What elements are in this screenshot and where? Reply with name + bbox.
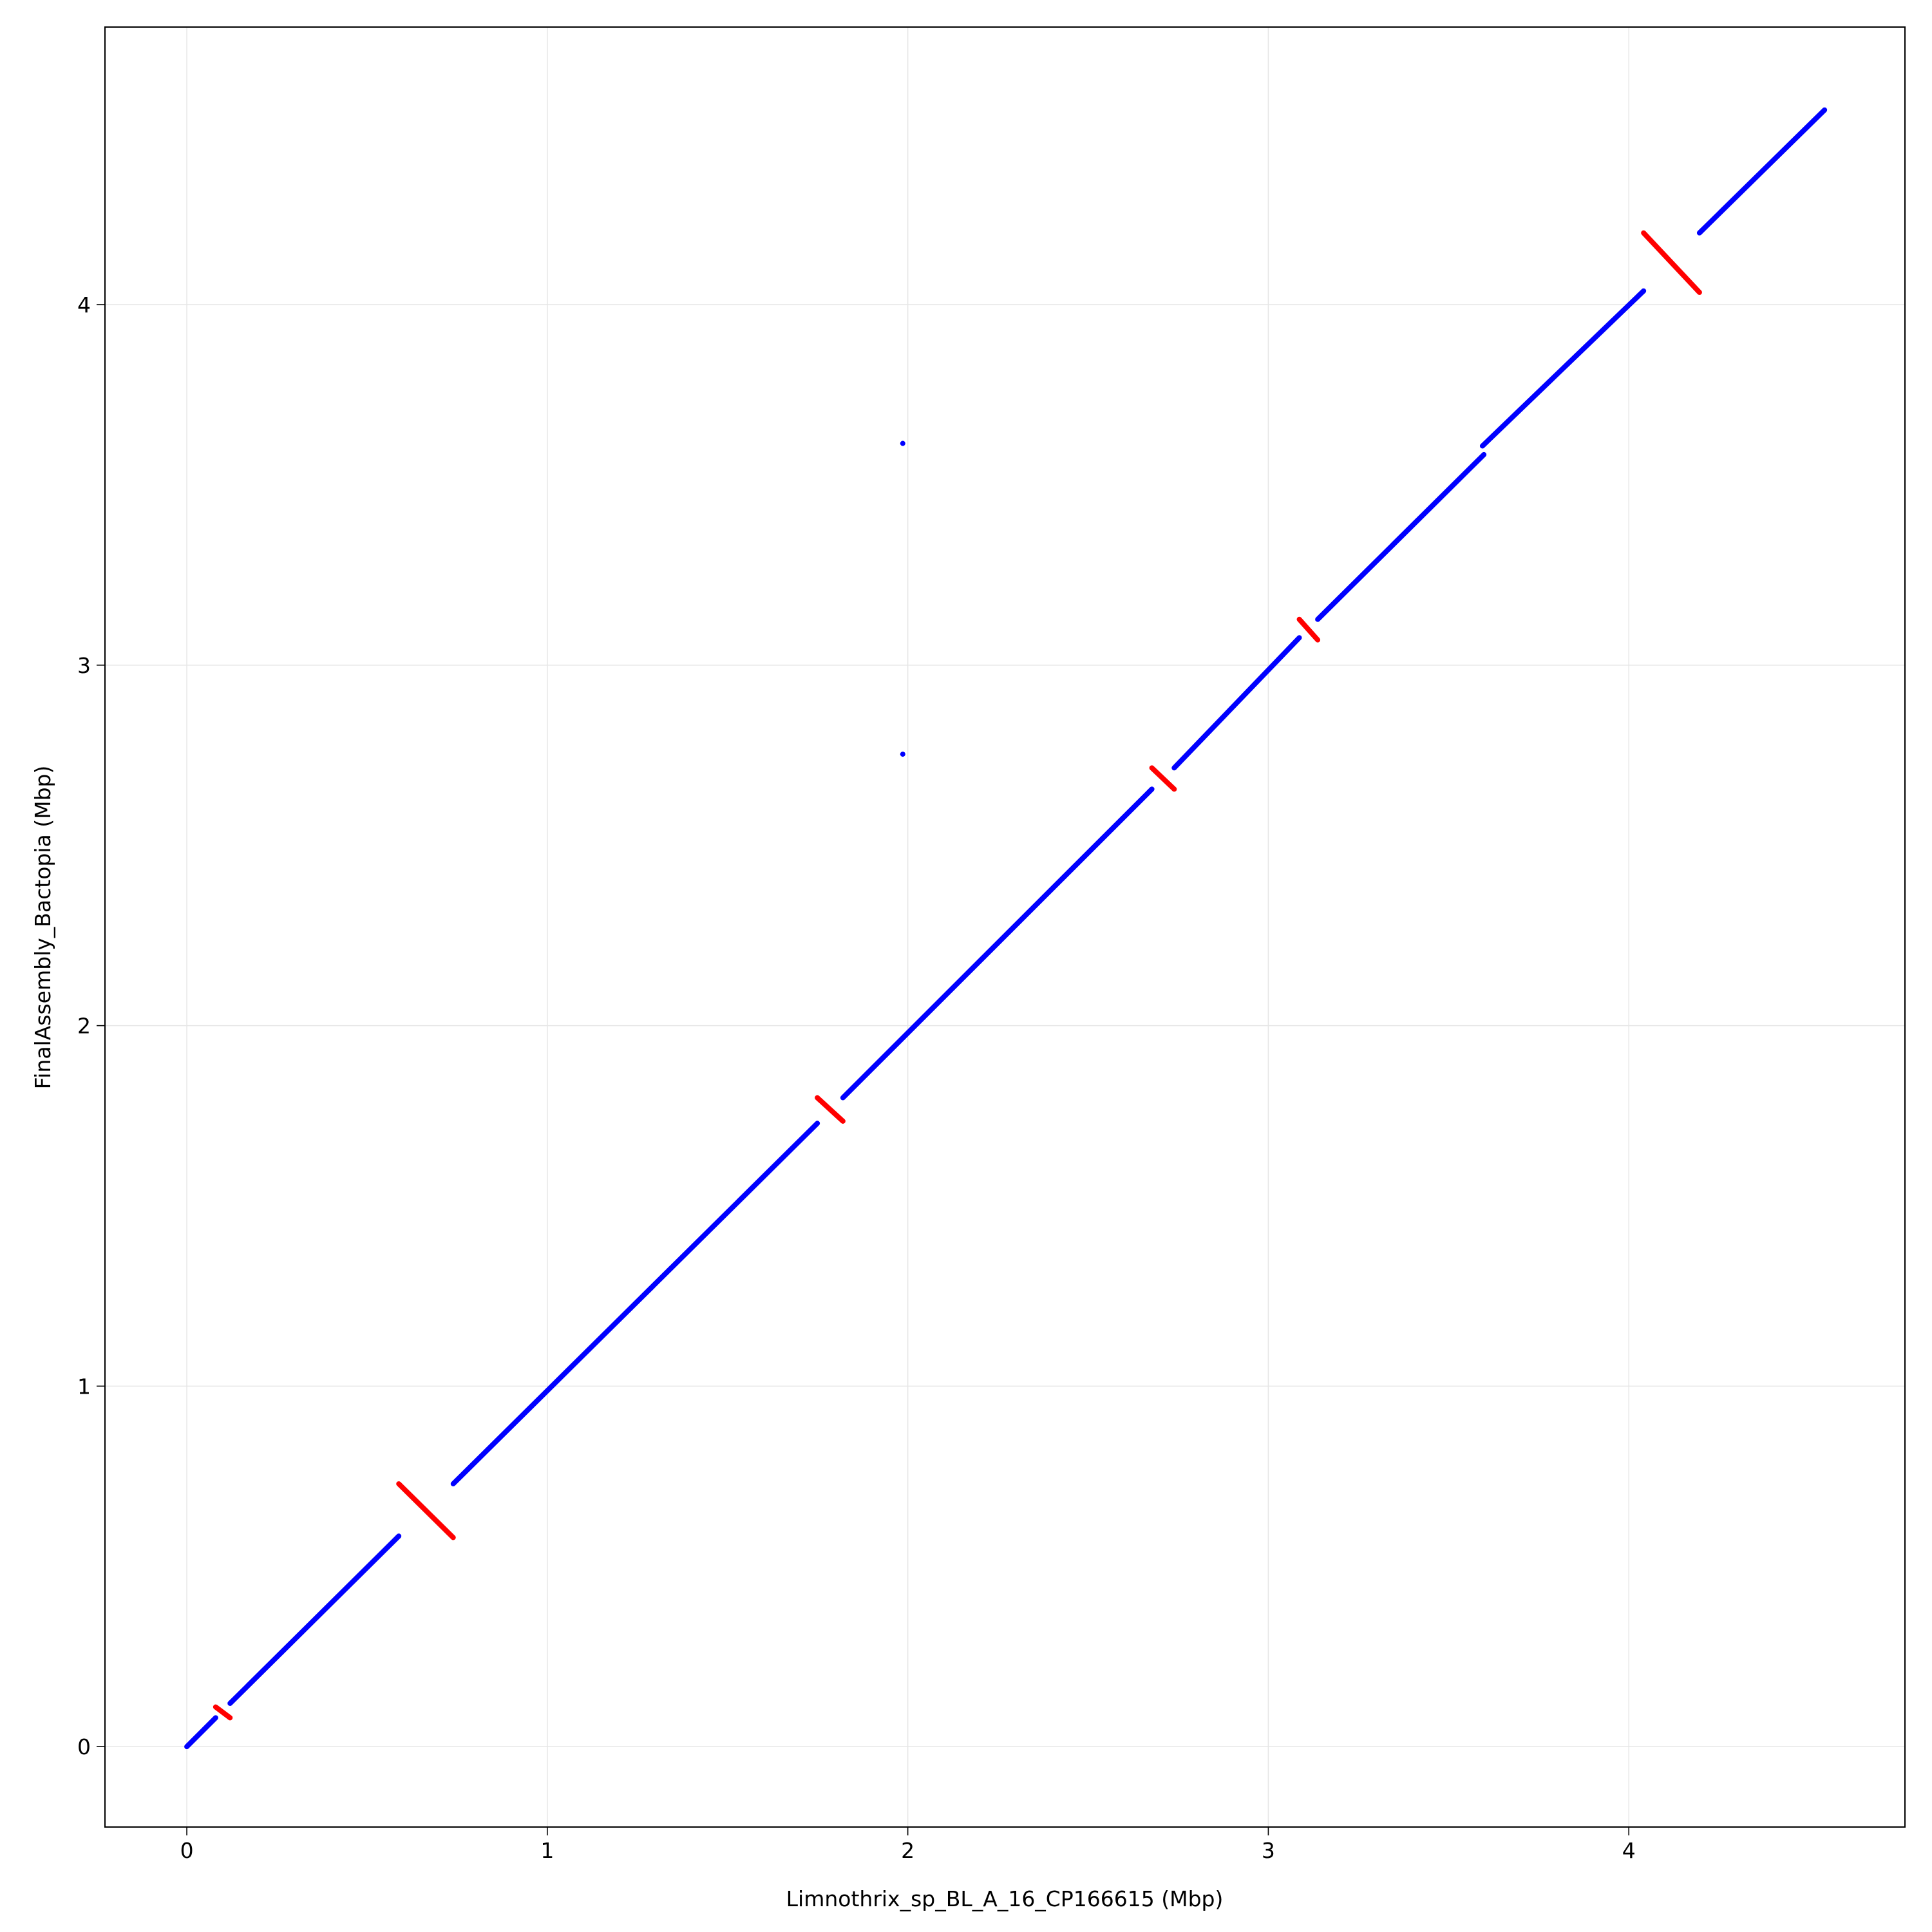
alignment [815, 1095, 846, 1124]
alignment [227, 1533, 402, 1706]
alignment [1696, 107, 1828, 236]
y-tick-label: 0 [77, 1734, 91, 1759]
alignment [840, 786, 1155, 1101]
y-tick-label: 3 [77, 653, 91, 678]
y-axis-label: FinalAssembly_Bactopia (Mbp) [30, 766, 55, 1090]
alignment [1171, 635, 1302, 771]
x-tick-label: 1 [540, 1838, 554, 1863]
alignment [1296, 616, 1321, 643]
alignment [213, 1704, 233, 1721]
y-tick-label: 2 [77, 1014, 91, 1039]
x-tick-label: 4 [1622, 1838, 1636, 1863]
plot-frame [104, 26, 1906, 1828]
alignment [1641, 230, 1702, 296]
alignment [1315, 451, 1487, 622]
alignment [184, 1715, 218, 1750]
x-tick-label: 3 [1262, 1838, 1275, 1863]
alignment [1149, 765, 1177, 792]
alignment [1479, 288, 1647, 449]
alignment [450, 1121, 820, 1487]
y-tick-label: 4 [77, 292, 91, 317]
y-tick-label: 1 [77, 1374, 91, 1399]
x-tick-label: 2 [901, 1838, 914, 1863]
x-axis-label: Limnothrix_sp_BL_A_16_CP166615 (Mbp) [786, 1886, 1224, 1911]
x-tick-label: 0 [180, 1838, 194, 1863]
alignment [396, 1481, 456, 1540]
